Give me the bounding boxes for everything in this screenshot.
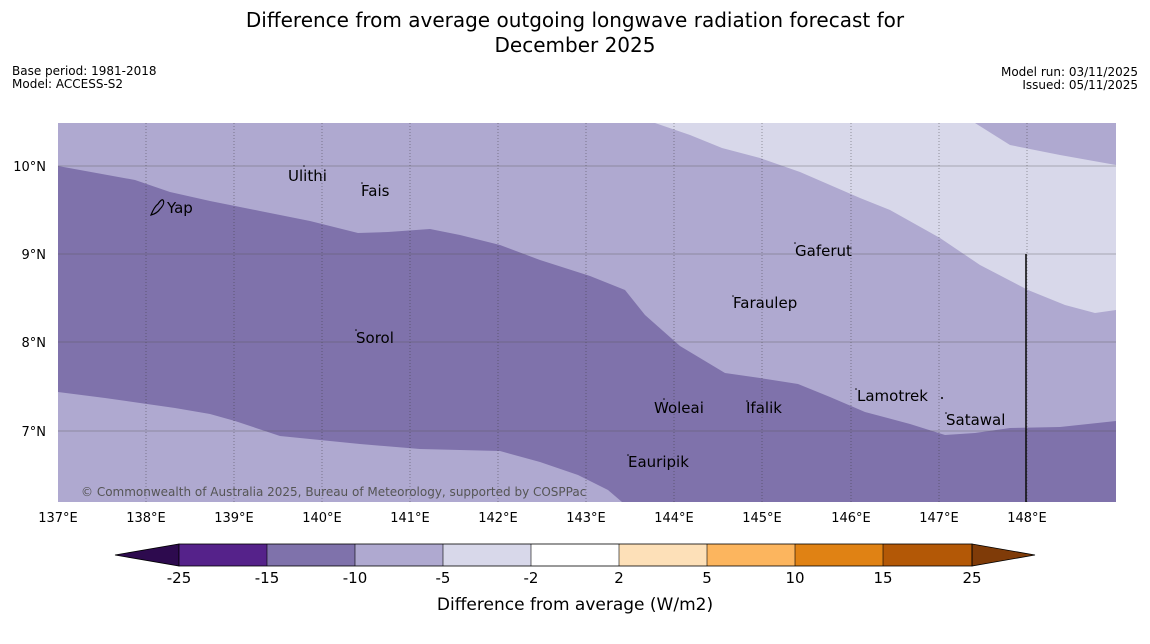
colorbar-tick: -15 bbox=[255, 569, 280, 587]
lon-label: 137°E bbox=[38, 511, 78, 526]
lon-label: 144°E bbox=[654, 511, 694, 526]
place-ifalik: Ifalik bbox=[746, 399, 782, 417]
latitude-labels: 10°N 9°N 8°N 7°N bbox=[13, 160, 46, 440]
colorbar-tick: -5 bbox=[436, 569, 451, 587]
colorbar-tick: -10 bbox=[343, 569, 368, 587]
lon-label: 143°E bbox=[566, 511, 606, 526]
place-sorol: Sorol bbox=[356, 329, 394, 347]
place-fais: Fais bbox=[361, 182, 390, 200]
meridian-gridlines bbox=[145, 123, 1028, 502]
colorbar-frame bbox=[178, 543, 973, 567]
lon-label: 141°E bbox=[390, 511, 430, 526]
colorbar-bin bbox=[795, 544, 883, 566]
lon-label: 145°E bbox=[742, 511, 782, 526]
place-lamotrek: Lamotrek bbox=[857, 387, 928, 405]
yap-island-icon bbox=[150, 199, 165, 216]
lat-label: 10°N bbox=[13, 160, 46, 175]
colorbar-bin bbox=[443, 544, 531, 566]
region-minus15-to-minus10 bbox=[58, 166, 1116, 502]
colorbar-bin bbox=[531, 544, 619, 566]
colorbar-bin bbox=[179, 544, 267, 566]
colorbar-bin bbox=[619, 544, 707, 566]
place-eauripik: Eauripik bbox=[628, 453, 689, 471]
model-run-block: Model run: 03/11/2025 Issued: 05/11/2025 bbox=[1001, 66, 1138, 92]
issued-date: Issued: 05/11/2025 bbox=[1022, 78, 1138, 92]
lon-label: 147°E bbox=[919, 511, 959, 526]
lon-label: 148°E bbox=[1007, 511, 1047, 526]
colorbar-tick: 5 bbox=[702, 569, 712, 587]
lon-label: 139°E bbox=[214, 511, 254, 526]
place-yap: Yap bbox=[166, 199, 193, 217]
colorbar-tick: 15 bbox=[873, 569, 892, 587]
colorbar-below-min bbox=[114, 543, 180, 567]
colorbar: -25 -15 -10 -5 -2 2 5 10 15 25 Differenc… bbox=[114, 543, 1036, 615]
anomaly-map: Yap Ulithi Fais Gaferut Faraulep Sorol L… bbox=[58, 123, 1116, 502]
title-line-2: December 2025 bbox=[494, 33, 656, 57]
region-minus5-to-minus2 bbox=[655, 123, 1116, 313]
atoll-dots bbox=[303, 165, 947, 456]
lat-label: 7°N bbox=[22, 425, 47, 440]
colorbar-tick: 10 bbox=[785, 569, 804, 587]
colorbar-tick: -2 bbox=[524, 569, 539, 587]
lat-label: 9°N bbox=[22, 248, 47, 263]
colorbar-bin bbox=[883, 544, 972, 566]
parallel-gridlines bbox=[58, 165, 1116, 432]
longitude-labels: 137°E 138°E 139°E 140°E 141°E 142°E 143°… bbox=[38, 511, 1047, 526]
colorbar-tick: -25 bbox=[167, 569, 192, 587]
lon-label: 146°E bbox=[831, 511, 871, 526]
lon-label: 142°E bbox=[478, 511, 518, 526]
colorbar-bin bbox=[355, 544, 443, 566]
place-woleai: Woleai bbox=[654, 399, 704, 417]
colorbar-bin bbox=[267, 544, 355, 566]
colorbar-tick: 2 bbox=[614, 569, 624, 587]
colorbar-label: Difference from average (W/m2) bbox=[437, 595, 713, 615]
colorbar-bin bbox=[707, 544, 795, 566]
place-ulithi: Ulithi bbox=[288, 167, 327, 185]
place-satawal: Satawal bbox=[946, 411, 1005, 429]
lon-label: 138°E bbox=[126, 511, 166, 526]
lon-label: 140°E bbox=[302, 511, 342, 526]
place-faraulep: Faraulep bbox=[733, 294, 797, 312]
base-period-block: Base period: 1981-2018 Model: ACCESS-S2 bbox=[12, 65, 157, 91]
title-line-1: Difference from average outgoing longwav… bbox=[245, 8, 905, 32]
colorbar-above-max bbox=[971, 543, 1036, 567]
model-name: Model: ACCESS-S2 bbox=[12, 77, 124, 91]
model-run: Model run: 03/11/2025 bbox=[1000, 65, 1138, 79]
lat-label: 8°N bbox=[22, 336, 47, 351]
colorbar-tick: 25 bbox=[962, 569, 981, 587]
base-period: Base period: 1981-2018 bbox=[12, 64, 157, 78]
copyright-credit: © Commonwealth of Australia 2025, Bureau… bbox=[81, 485, 586, 499]
place-gaferut: Gaferut bbox=[795, 242, 852, 260]
map-title: Difference from average outgoing longwav… bbox=[0, 8, 1150, 58]
